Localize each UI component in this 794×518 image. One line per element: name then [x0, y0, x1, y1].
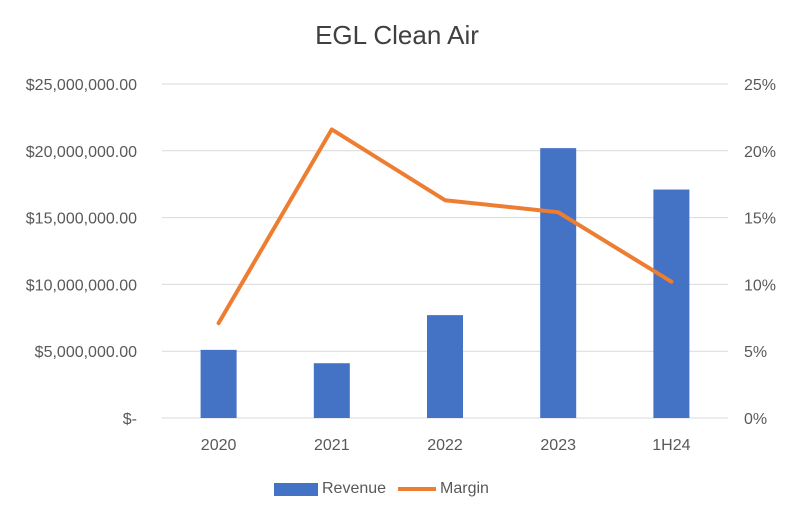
x-axis-ticks: 2020 2021 2022 2023 1H24	[201, 437, 691, 454]
chart-title: EGL Clean Air	[315, 20, 479, 50]
legend-swatch-revenue	[274, 482, 318, 496]
revenue-bar	[653, 189, 690, 418]
left-axis-ticks: $- $5,000,000.00 $10,000,000.00 $15,000,000…	[26, 77, 137, 428]
x-tick-label: 2021	[314, 437, 350, 454]
right-axis-ticks: 0% 5% 10% 15% 20% 25%	[744, 77, 776, 428]
x-tick-label: 1H24	[652, 437, 690, 454]
left-tick-label: $-	[123, 411, 137, 428]
right-tick-label: 10%	[744, 277, 776, 294]
revenue-bar	[540, 148, 577, 419]
legend-label-revenue: Revenue	[322, 480, 387, 497]
legend: Revenue Margin	[274, 480, 501, 498]
left-tick-label: $10,000,000.00	[26, 277, 137, 294]
legend-swatch-margin	[398, 487, 437, 491]
legend-item-margin: Margin	[398, 480, 489, 498]
revenue-bar	[200, 349, 237, 418]
chart-svg: $- $5,000,000.00 $10,000,000.00 $15,000,000…	[26, 77, 776, 454]
left-tick-label: $15,000,000.00	[26, 211, 137, 228]
right-tick-label: 15%	[744, 211, 776, 228]
right-tick-label: 0%	[744, 411, 767, 428]
margin-series-line	[216, 127, 674, 326]
legend-item-revenue: Revenue	[274, 480, 386, 498]
left-tick-label: $5,000,000.00	[35, 344, 137, 361]
right-tick-label: 20%	[744, 144, 776, 161]
margin-line	[216, 127, 674, 326]
revenue-bar	[313, 363, 350, 418]
legend-label-margin: Margin	[440, 480, 489, 497]
x-tick-label: 2023	[540, 437, 576, 454]
x-tick-label: 2020	[201, 437, 237, 454]
right-tick-label: 25%	[744, 77, 776, 94]
x-tick-label: 2022	[427, 437, 463, 454]
left-tick-label: $25,000,000.00	[26, 77, 137, 94]
revenue-bar	[427, 315, 463, 418]
revenue-bars	[200, 148, 690, 419]
left-tick-label: $20,000,000.00	[26, 144, 137, 161]
right-tick-label: 5%	[744, 344, 767, 361]
